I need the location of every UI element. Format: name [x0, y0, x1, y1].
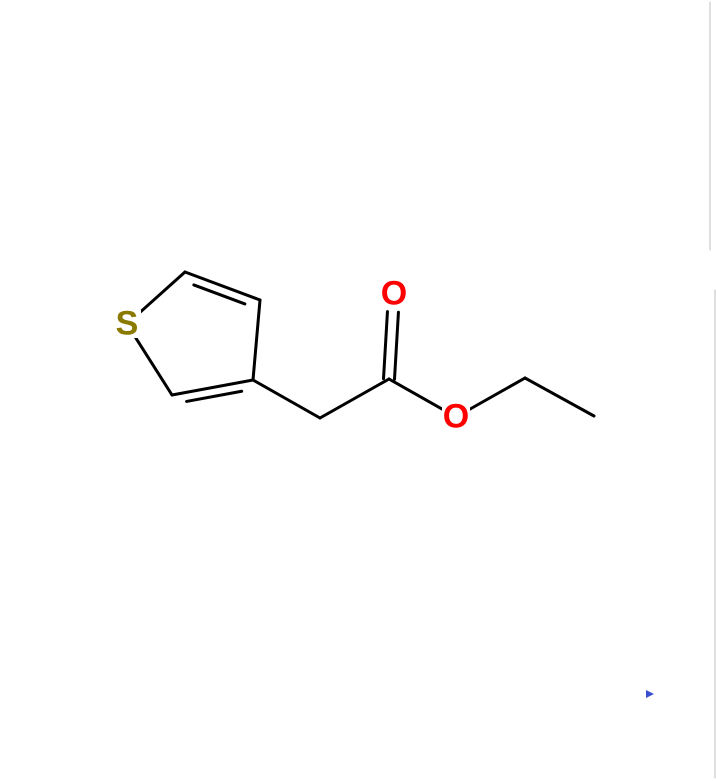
atom-label-s: S: [116, 305, 139, 344]
atom-label-o: O: [443, 398, 469, 437]
molecule-canvas: [0, 0, 716, 781]
atom-label-o: O: [381, 275, 407, 314]
play-icon[interactable]: [646, 690, 654, 698]
